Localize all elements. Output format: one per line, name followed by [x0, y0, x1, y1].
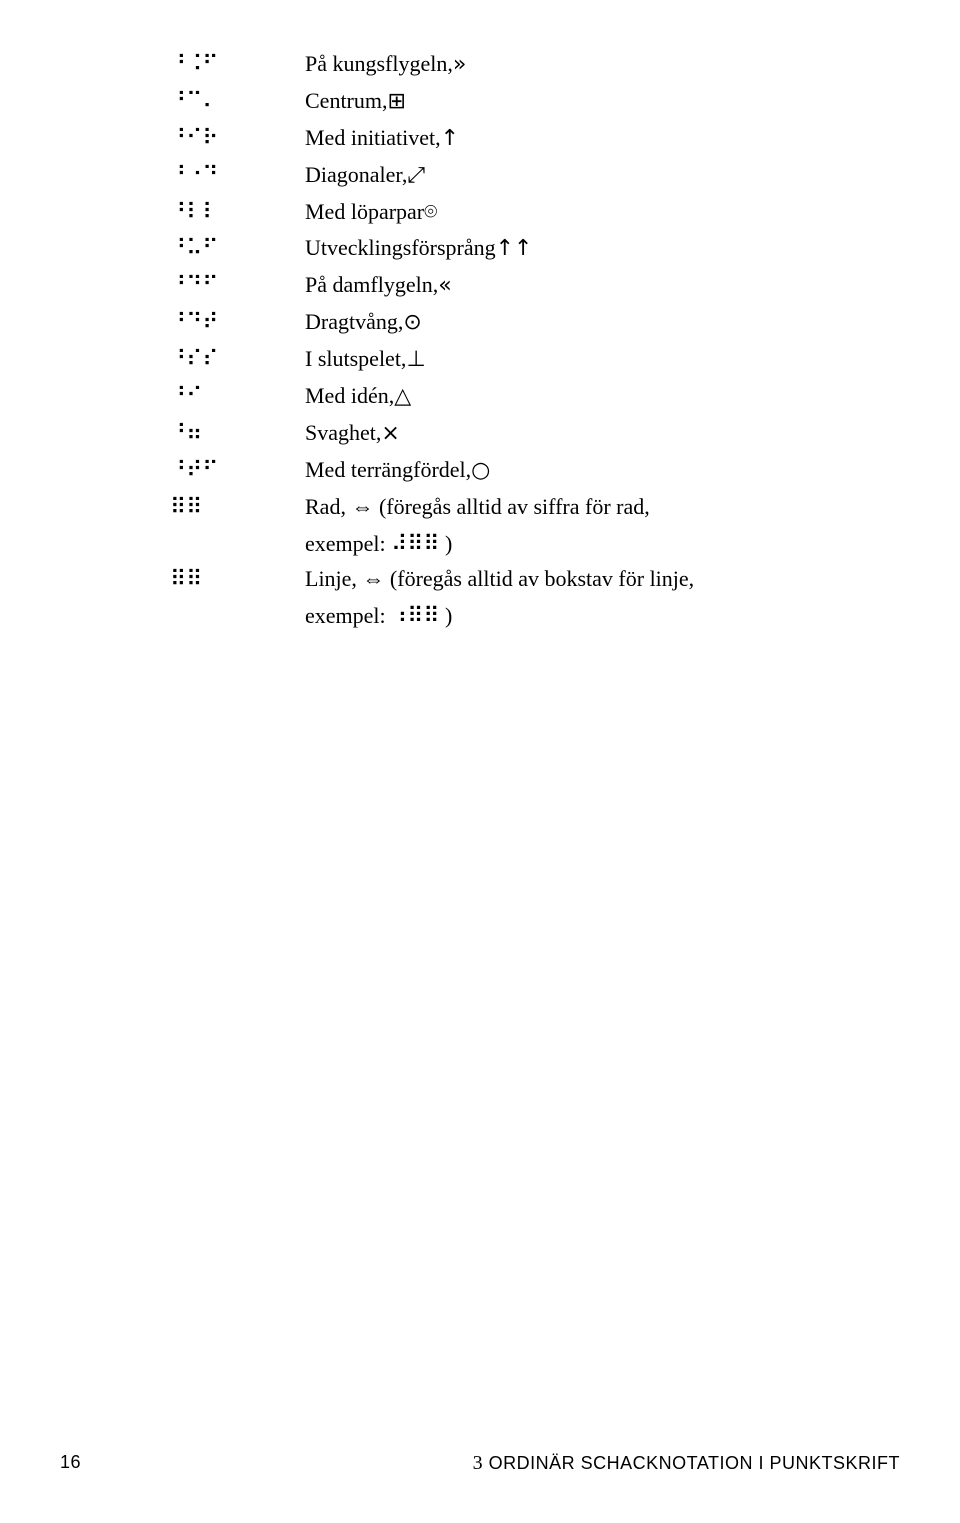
notation-row: ⠘⠉⠄Centrum, ⊞ — [170, 85, 870, 118]
chess-symbol: ○ — [471, 455, 490, 487]
chess-symbol: « — [438, 270, 451, 302]
braille-cell: ⠘⠙⠞ — [170, 307, 305, 339]
notation-list: ⠘⠨⠋På kungsflygeln, »⠘⠉⠄Centrum, ⊞⠘⠊⠗Med… — [170, 48, 870, 636]
notation-row: ⠿⠿Rad, ⇔ (föregås alltid av siffra för r… — [170, 491, 870, 524]
notation-row: ⠘⠐⠙Diagonaler, ⤢ — [170, 159, 870, 192]
braille-cell: ⠘⠎⠎ — [170, 344, 305, 376]
braille-cell: ⠘⠨⠋ — [170, 49, 305, 81]
term-text: På kungsflygeln, — [305, 48, 453, 80]
braille-cell: ⠘⠞⠋ — [170, 455, 305, 487]
notation-row: ⠘⠥⠋Utvecklingsförsprång ↑↑ — [170, 232, 870, 265]
braille-cell: ⠿⠿ — [170, 564, 305, 596]
chess-symbol: ↑↑ — [496, 233, 533, 265]
term-text: På damflygeln, — [305, 269, 438, 301]
term-text: Med terrängfördel, — [305, 454, 471, 486]
chess-symbol: ⌾ — [424, 197, 437, 229]
notation-row: ⠘⠞⠋Med terrängfördel, ○ — [170, 454, 870, 487]
term-text: Med idén, — [305, 380, 394, 412]
notation-row: ⠘⠙⠋På damflygeln, « — [170, 269, 870, 302]
braille-cell: ⠘⠊⠗ — [170, 123, 305, 155]
braille-cell: ⠘⠉⠄ — [170, 86, 305, 118]
braille-cell: ⠘⠊ — [170, 381, 305, 413]
term-text: I slutspelet, — [305, 343, 406, 375]
term-text: Med initiativet, — [305, 122, 441, 154]
notation-row: ⠘⠎⠎I slutspelet, ⊥ — [170, 343, 870, 376]
notation-row: ⠘⠨⠋På kungsflygeln, » — [170, 48, 870, 81]
braille-cell: ⠘⠶ — [170, 418, 305, 450]
notation-row: ⠿⠿Linje, ⇔ (föregås alltid av bokstav fö… — [170, 563, 870, 596]
page-footer: 16 3 ORDINÄR SCHACKNOTATION I PUNKTSKRIF… — [0, 1452, 960, 1475]
braille-cell: ⠘⠙⠋ — [170, 270, 305, 302]
term-text: exempel: ⠰⠿⠿ ) — [305, 600, 452, 632]
braille-cell: ⠿⠿ — [170, 492, 305, 524]
chess-symbol: ⊞ — [388, 86, 406, 118]
notation-row: ⠘⠊⠗Med initiativet, ↑ — [170, 122, 870, 155]
chess-symbol: » — [453, 49, 466, 81]
chess-symbol: ⤢ — [407, 160, 425, 192]
term-text: Rad, ⇔ (föregås alltid av siffra för rad… — [305, 491, 650, 523]
braille-cell: ⠘⠥⠋ — [170, 233, 305, 265]
term-text: Utvecklingsförsprång — [305, 232, 496, 264]
term-text: Linje, ⇔ (föregås alltid av bokstav för … — [305, 563, 694, 595]
term-text: exempel: ⠼⠿⠿ ) — [305, 528, 452, 560]
term-text: Med löparpar — [305, 196, 424, 228]
notation-row: ⠘⠶Svaghet, × — [170, 417, 870, 450]
braille-cell: ⠘⠇⠇ — [170, 197, 305, 229]
notation-row: ⠘⠇⠇Med löparpar ⌾ — [170, 196, 870, 229]
notation-row: ⠘⠙⠞Dragtvång, ⊙ — [170, 306, 870, 339]
notation-row: exempel: ⠰⠿⠿ ) — [170, 600, 870, 632]
chess-symbol: △ — [394, 381, 411, 413]
chess-symbol: ⊙ — [403, 307, 421, 339]
notation-row: exempel: ⠼⠿⠿ ) — [170, 528, 870, 560]
page-number: 16 — [0, 1452, 81, 1475]
braille-cell: ⠘⠐⠙ — [170, 160, 305, 192]
notation-row: ⠘⠊Med idén, △ — [170, 380, 870, 413]
term-text: Diagonaler, — [305, 159, 407, 191]
chapter-title: 3 ORDINÄR SCHACKNOTATION I PUNKTSKRIFT — [473, 1452, 960, 1475]
term-text: Centrum, — [305, 85, 388, 117]
term-text: Svaghet, — [305, 417, 381, 449]
term-text: Dragtvång, — [305, 306, 403, 338]
chess-symbol: × — [381, 418, 399, 450]
chess-symbol: ⊥ — [406, 344, 425, 376]
chess-symbol: ↑ — [441, 123, 459, 155]
